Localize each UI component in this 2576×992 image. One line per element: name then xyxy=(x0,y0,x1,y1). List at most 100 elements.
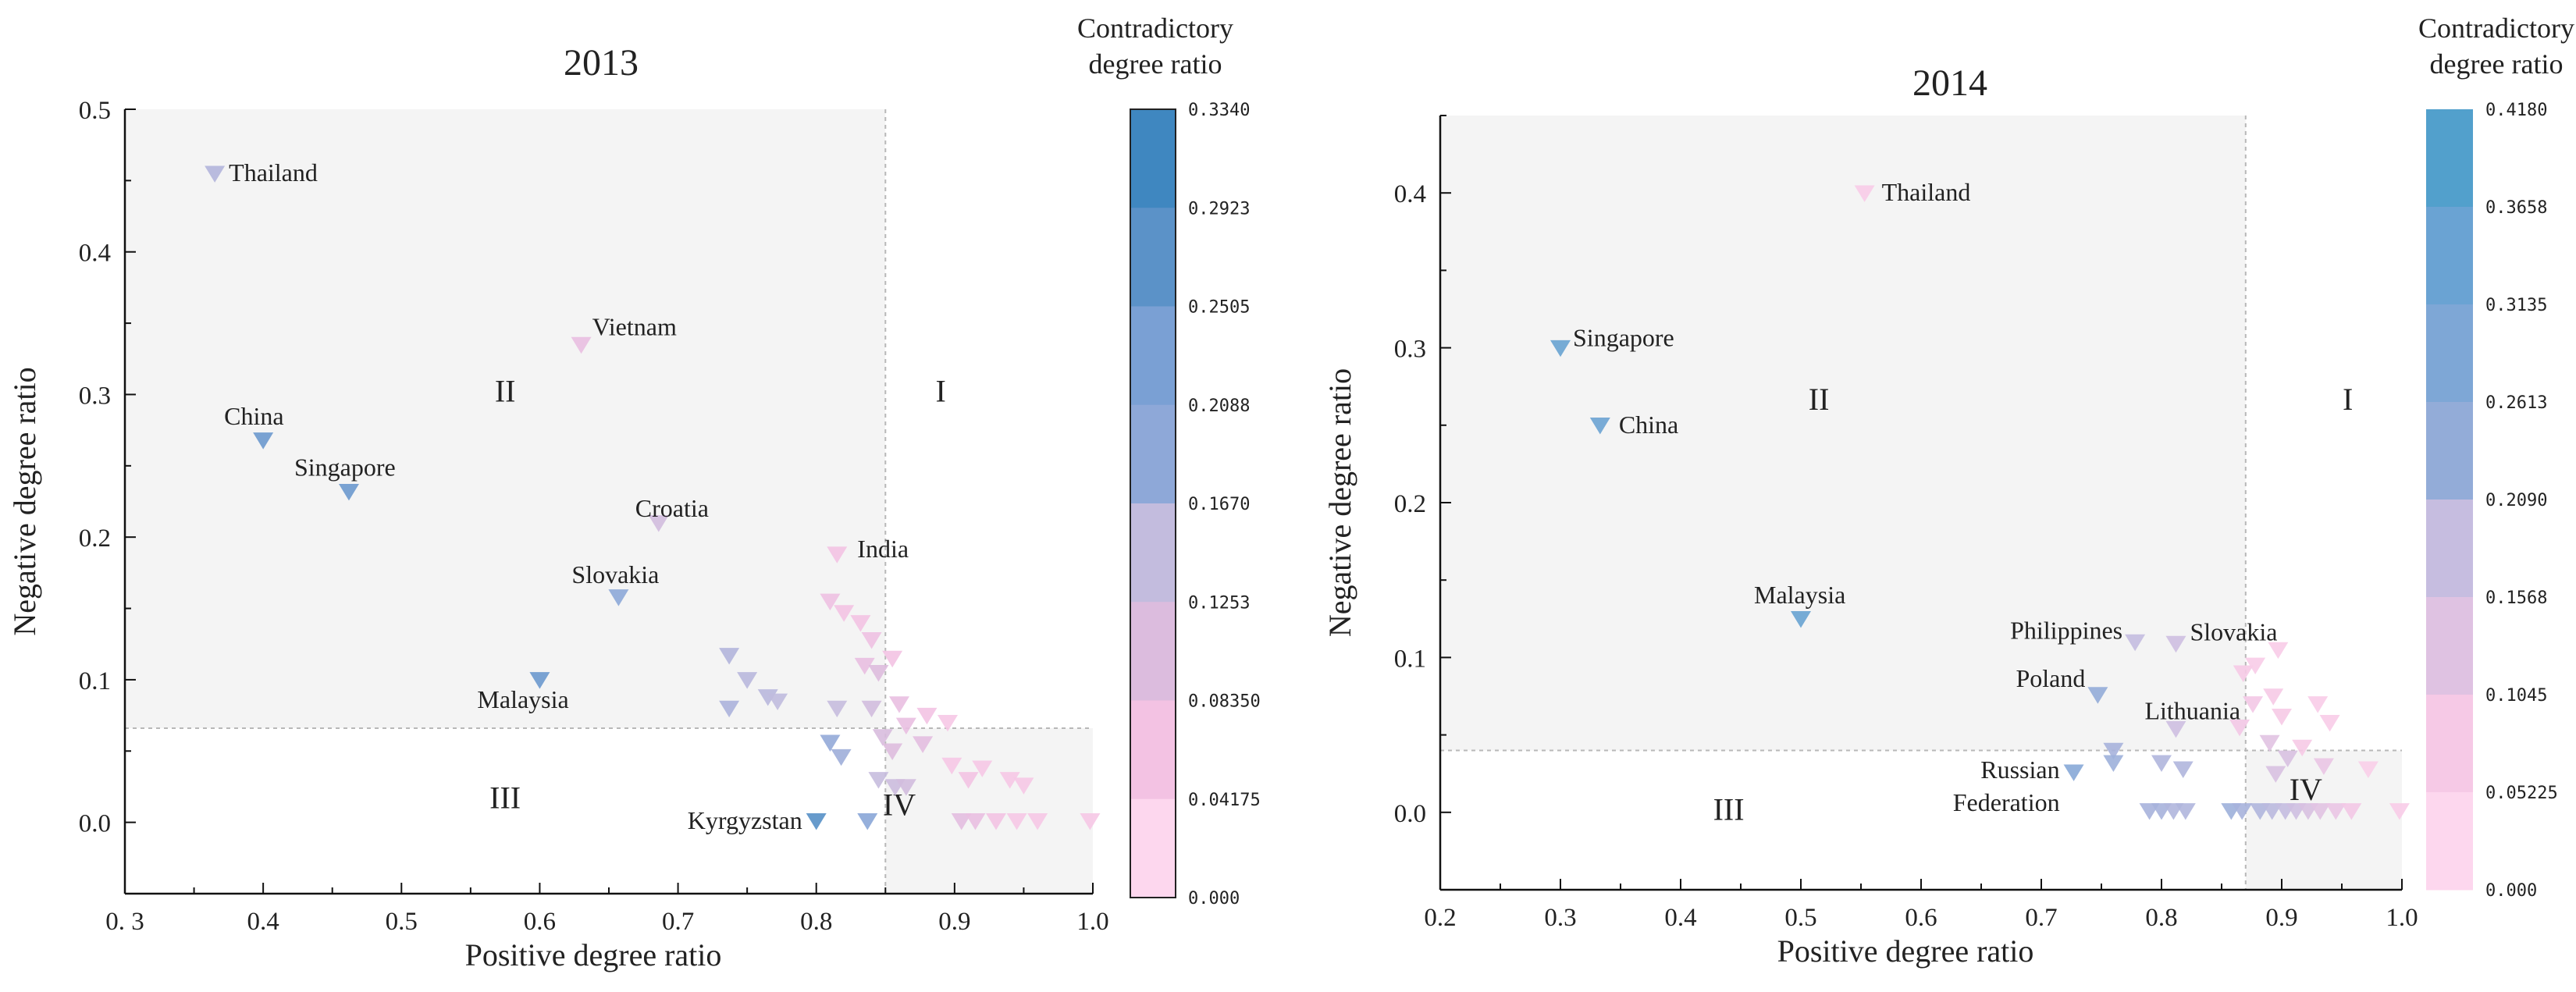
point-label: Thailand xyxy=(1882,178,1971,206)
data-point xyxy=(2103,742,2124,760)
data-point xyxy=(2341,803,2362,820)
data-point xyxy=(872,729,893,746)
data-point xyxy=(2307,696,2329,713)
colorbar-tick-label: 0.2613 xyxy=(2485,393,2547,413)
data-point xyxy=(913,736,934,753)
quadrant-label: IV xyxy=(2290,772,2322,807)
data-point xyxy=(2292,739,2313,757)
colorbar-segment xyxy=(2426,792,2473,891)
point-label-line: Slovakia xyxy=(2190,618,2277,646)
colorbar-tick-label: 0.3135 xyxy=(2485,296,2547,315)
data-point xyxy=(737,672,758,689)
point-label-line: China xyxy=(224,402,283,430)
colorbar-tick-label: 0.1568 xyxy=(2485,588,2547,608)
data-point xyxy=(986,813,1006,830)
point-label: Vietnam xyxy=(592,313,677,341)
x-tick-label: 0.6 xyxy=(1905,904,1937,932)
data-point xyxy=(938,714,958,732)
point-poland xyxy=(2087,687,2108,704)
data-point xyxy=(850,615,871,632)
x-tick-label: 0.5 xyxy=(1784,904,1816,932)
data-point xyxy=(2103,755,2124,773)
y-tick-label: 0.2 xyxy=(79,524,111,553)
data-point xyxy=(2232,803,2253,820)
point-lithuania xyxy=(2165,720,2186,738)
data-point xyxy=(820,734,841,752)
data-point xyxy=(827,700,848,718)
data-point xyxy=(719,648,740,665)
colorbar-tick-label: 0.000 xyxy=(1188,889,1240,908)
colorbar-segment xyxy=(1130,208,1176,307)
colorbar-segment xyxy=(2426,207,2473,305)
point-singapore xyxy=(338,483,359,501)
point-label-line: Russian xyxy=(1980,756,2059,784)
point-kyrgyzstan xyxy=(806,813,827,830)
x-tick-label: 0.9 xyxy=(2265,904,2297,932)
colorbar-segment xyxy=(1130,109,1176,208)
y-tick-label: 0.4 xyxy=(1394,180,1426,208)
x-tick-label: 0.2 xyxy=(1424,904,1456,932)
colorbar-segment xyxy=(1130,503,1176,603)
data-point xyxy=(2259,734,2280,752)
point-malaysia xyxy=(1791,611,1811,628)
data-point xyxy=(2243,696,2264,713)
colorbar-segment xyxy=(2426,597,2473,695)
colorbar-segment xyxy=(2426,304,2473,403)
data-point xyxy=(831,748,852,766)
data-point xyxy=(1006,813,1027,830)
point-label-line: Federation xyxy=(1953,788,2060,816)
point-philippines xyxy=(2125,634,2146,652)
colorbar-title: Contradictory xyxy=(1077,12,1233,44)
point-vietnam xyxy=(571,336,592,354)
x-tick-label: 0.5 xyxy=(386,908,418,936)
point-label: Thailand xyxy=(229,158,318,187)
point-label-line: Slovakia xyxy=(571,560,659,588)
data-point xyxy=(857,813,878,830)
quadrant-label: I xyxy=(2343,382,2353,417)
x-tick-label: 0.3 xyxy=(1544,904,1576,932)
point-label: India xyxy=(857,535,909,563)
point-label: Slovakia xyxy=(571,560,659,588)
quadrant-label: III xyxy=(1713,792,1745,827)
data-point xyxy=(2261,803,2282,820)
point-label-line: China xyxy=(1619,411,1678,439)
y-tick-label: 0.4 xyxy=(79,240,111,268)
point-label-line: Thailand xyxy=(1882,178,1971,206)
point-label: Poland xyxy=(2016,664,2085,692)
panel-2013: 0. 3 0.4 0.5 0.6 0.7 0.8 0.9 1.0 0.0 0.1 0.2 0.3 0.4… xyxy=(7,12,1261,972)
data-point xyxy=(820,593,841,611)
colorbar-segment xyxy=(2426,500,2473,598)
x-tick-label: 0.7 xyxy=(662,908,694,936)
data-point xyxy=(895,779,916,796)
x-axis-title: Positive degree ratio xyxy=(465,937,722,972)
colorbar-segment xyxy=(2426,695,2473,793)
data-point xyxy=(916,707,938,725)
colorbar-segment xyxy=(1130,602,1176,701)
data-point xyxy=(2172,761,2194,778)
point-label: Philippines xyxy=(2010,617,2122,645)
point-label: Malaysia xyxy=(477,685,568,713)
colorbar-segment xyxy=(1130,798,1176,898)
data-point xyxy=(868,665,889,682)
colorbar-tick-label: 0.4180 xyxy=(2485,101,2547,120)
colorbar-title: degree ratio xyxy=(1089,48,1222,80)
point-label-line: Philippines xyxy=(2010,617,2122,645)
chart-title: 2013 xyxy=(564,42,639,84)
data-point xyxy=(882,650,903,668)
panel-2014: 0.2 0.3 0.4 0.5 0.6 0.7 0.8 0.9 1.0 0.0 0.1 0.2 0.3 0… xyxy=(1322,12,2574,969)
data-point xyxy=(972,760,993,777)
data-point xyxy=(757,689,778,706)
point-label: Slovakia xyxy=(2190,618,2277,646)
colorbar-tick-label: 0.3340 xyxy=(1188,101,1250,120)
data-point xyxy=(2389,803,2410,820)
data-point xyxy=(2229,719,2250,737)
quadrant-ii-shade xyxy=(1440,116,2246,751)
colorbar-tick-label: 0.2090 xyxy=(2485,491,2547,510)
data-point xyxy=(999,772,1020,789)
point-thailand xyxy=(1854,185,1875,202)
point-label: China xyxy=(1619,411,1678,439)
data-point xyxy=(861,700,882,718)
point-thailand xyxy=(205,165,226,183)
data-point xyxy=(2263,688,2284,706)
